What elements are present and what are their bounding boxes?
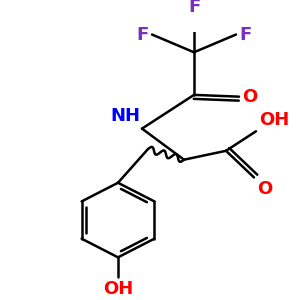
Text: OH: OH: [103, 280, 133, 298]
Text: F: F: [188, 0, 200, 16]
Text: F: F: [239, 26, 251, 44]
Text: O: O: [242, 88, 257, 106]
Text: O: O: [257, 180, 272, 198]
Text: OH: OH: [259, 111, 289, 129]
Text: NH: NH: [110, 107, 140, 125]
Text: F: F: [137, 26, 149, 44]
